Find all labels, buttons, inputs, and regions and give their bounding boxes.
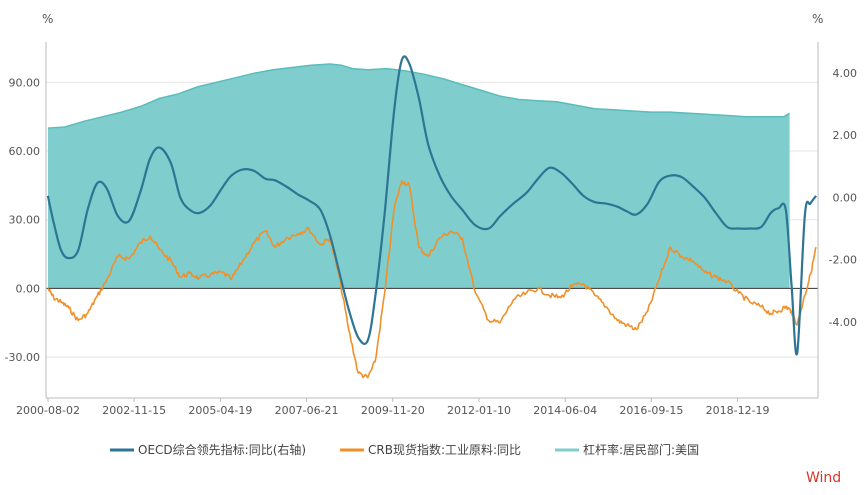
legend-label: OECD综合领先指标:同比(右轴) [138,442,306,457]
leverage-area [47,64,790,289]
crb-line [47,180,817,379]
crb-line-group [47,180,817,379]
watermark: Wind [806,470,841,486]
x-tick-label: 2016-09-15 [619,404,683,417]
leverage-area-group [47,63,790,289]
legend-label: 杠杆率:居民部门:美国 [583,442,699,457]
right-tick-label: -2.00 [829,254,857,267]
left-tick-label: 90.00 [9,76,41,89]
right-tick-label: 2.00 [833,129,858,142]
left-axis-unit: % [42,12,53,26]
right-tick-label: 4.00 [833,67,858,80]
legend: OECD综合领先指标:同比(右轴) CRB现货指数:工业原料:同比 杠杆率:居民部门… [110,442,699,457]
right-axis-ticks: 4.00 2.00 0.00 -2.00 -4.00 [829,67,857,329]
right-tick-label: -4.00 [829,316,857,329]
oecd-line [46,55,818,356]
right-axis-unit: % [812,12,823,26]
left-axis-ticks: 90.00 60.00 30.00 0.00 -30.00 [5,76,40,364]
left-tick-label: 0.00 [16,282,41,295]
right-tick-label: 0.00 [833,191,858,204]
x-tick-label: 2018-12-19 [706,404,770,417]
x-tick-label: 2000-08-02 [16,404,80,417]
legend-label: CRB现货指数:工业原料:同比 [368,442,521,457]
oecd-line-group [46,55,818,356]
left-tick-label: 30.00 [9,214,41,227]
x-axis-ticks: 2000-08-02 2002-11-15 2005-04-19 2007-06-21… [16,398,770,417]
x-tick-label: 2005-04-19 [188,404,252,417]
x-tick-label: 2014-06-04 [533,404,597,417]
x-tick-label: 2009-11-20 [361,404,425,417]
x-tick-label: 2007-06-21 [275,404,339,417]
leverage-line [47,63,790,129]
left-tick-label: 60.00 [9,145,41,158]
left-tick-label: -30.00 [5,351,40,364]
x-tick-label: 2002-11-15 [102,404,166,417]
x-tick-label: 2012-01-10 [447,404,511,417]
